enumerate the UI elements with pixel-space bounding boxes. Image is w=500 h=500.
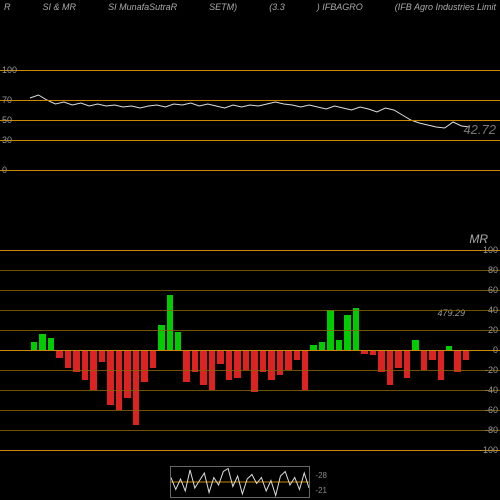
mr-bar-fill <box>260 350 266 372</box>
mini-oscillator-panel: -28 -21 <box>170 466 310 498</box>
mr-bar-fill <box>277 350 283 375</box>
mr-bar-fill <box>412 340 418 350</box>
rsi-end-value: 42.72 <box>463 122 496 137</box>
mr-bar-fill <box>175 332 181 350</box>
mr-bar-fill <box>31 342 37 350</box>
mr-bar-fill <box>167 295 173 350</box>
mr-bar-fill <box>158 325 164 350</box>
mr-bar-fill <box>226 350 232 380</box>
axis-tick-label: 0 <box>2 165 7 175</box>
mr-bar-fill <box>82 350 88 380</box>
axis-tick-label: 0 <box>493 345 498 355</box>
mr-bar-fill <box>65 350 71 368</box>
mr-bar-fill <box>429 350 435 360</box>
mr-bar-fill <box>133 350 139 425</box>
mr-bar-fill <box>285 350 291 370</box>
header-name: (IFB Agro Industries Limit <box>395 2 496 13</box>
mr-bar-fill <box>234 350 240 378</box>
gridline <box>0 100 500 101</box>
mr-bar-chart: MR 479.29 100806040200-20-40-60-80-100 <box>0 250 500 450</box>
axis-tick-label: 20 <box>488 325 498 335</box>
axis-tick-label: 40 <box>488 305 498 315</box>
axis-tick-label: 70 <box>2 95 12 105</box>
mr-bar-fill <box>73 350 79 372</box>
mr-bar-fill <box>463 350 469 360</box>
header-ver: (3.3 <box>269 2 285 13</box>
header-simr: SI & MR <box>43 2 77 13</box>
gridline <box>0 310 500 311</box>
mr-bar-fill <box>150 350 156 368</box>
mr-bar-fill <box>344 315 350 350</box>
mini-label-bot: -21 <box>315 486 327 495</box>
mr-bar-fill <box>107 350 113 405</box>
mr-bar-fill <box>251 350 257 392</box>
header-sutra: SI MunafaSutraR <box>108 2 177 13</box>
axis-tick-label: 50 <box>2 115 12 125</box>
mr-bar-fill <box>395 350 401 368</box>
mr-bar-fill <box>294 350 300 360</box>
mr-bar-fill <box>200 350 206 385</box>
mini-label-top: -28 <box>315 471 327 480</box>
gridline <box>0 390 500 391</box>
mr-bar-fill <box>454 350 460 372</box>
mr-bar-fill <box>378 350 384 372</box>
mr-bar-fill <box>183 350 189 382</box>
axis-tick-label: 80 <box>488 265 498 275</box>
gridline <box>0 170 500 171</box>
mr-bar-fill <box>404 350 410 378</box>
gridline <box>0 140 500 141</box>
mr-bar-fill <box>217 350 223 364</box>
mini-svg <box>171 467 309 497</box>
mr-bar-fill <box>141 350 147 382</box>
gridline <box>0 350 500 351</box>
chart-header: R SI & MR SI MunafaSutraR SETM) (3.3 ) I… <box>0 0 500 15</box>
axis-tick-label: 30 <box>2 135 12 145</box>
mr-bar-fill <box>192 350 198 372</box>
gridline <box>0 120 500 121</box>
gridline <box>0 410 500 411</box>
gridline <box>0 430 500 431</box>
mr-bar-fill <box>99 350 105 362</box>
mr-bar-fill <box>353 308 359 350</box>
mr-title: MR <box>469 232 488 246</box>
gridline <box>0 270 500 271</box>
gridline <box>0 70 500 71</box>
axis-tick-label: -20 <box>485 365 498 375</box>
header-r: R <box>4 2 11 13</box>
mr-bar-fill <box>421 350 427 370</box>
mr-bar-fill <box>387 350 393 385</box>
mr-bar-fill <box>48 338 54 350</box>
axis-tick-label: 100 <box>483 245 498 255</box>
gridline <box>0 450 500 451</box>
rsi-line-chart: 42.72 1007050300 <box>0 70 500 170</box>
mr-bar-fill <box>268 350 274 380</box>
mr-bar-fill <box>336 340 342 350</box>
axis-tick-label: -60 <box>485 405 498 415</box>
gridline <box>0 290 500 291</box>
header-setm: SETM) <box>209 2 237 13</box>
mr-bar-fill <box>438 350 444 380</box>
axis-tick-label: -80 <box>485 425 498 435</box>
axis-tick-label: -100 <box>480 445 498 455</box>
header-sym: ) IFBAGRO <box>317 2 363 13</box>
mr-bar-fill <box>56 350 62 358</box>
axis-tick-label: 100 <box>2 65 17 75</box>
axis-tick-label: -40 <box>485 385 498 395</box>
axis-tick-label: 60 <box>488 285 498 295</box>
mr-bar-fill <box>116 350 122 410</box>
mr-bar-fill <box>319 342 325 350</box>
gridline <box>0 330 500 331</box>
gridline <box>0 370 500 371</box>
mr-bar-fill <box>39 334 45 350</box>
gridline <box>0 250 500 251</box>
mr-bar-fill <box>243 350 249 370</box>
